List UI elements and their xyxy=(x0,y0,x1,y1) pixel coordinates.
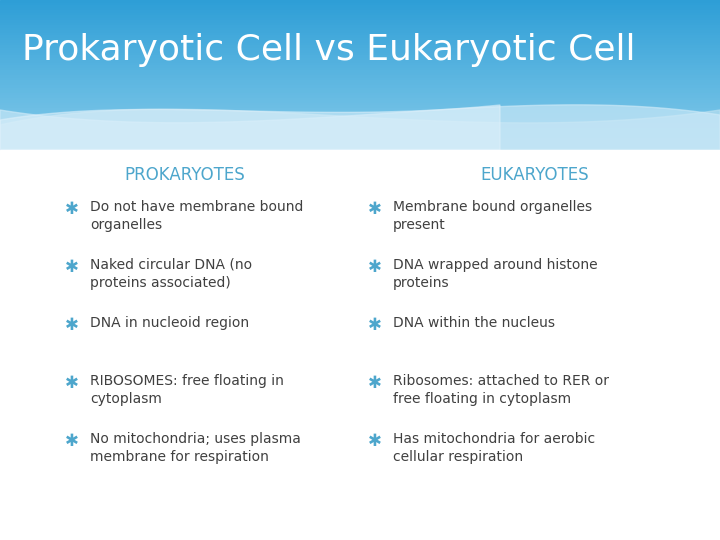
Bar xyxy=(0,37,720,40)
Bar xyxy=(0,70,720,72)
Text: ✱: ✱ xyxy=(368,200,382,218)
Text: PROKARYOTES: PROKARYOTES xyxy=(125,166,246,184)
Bar xyxy=(0,60,720,63)
Bar xyxy=(0,12,720,15)
Bar xyxy=(0,20,720,23)
Text: ✱: ✱ xyxy=(65,200,79,218)
Text: ✱: ✱ xyxy=(65,432,79,450)
Text: ✱: ✱ xyxy=(368,432,382,450)
Bar xyxy=(0,100,720,103)
Polygon shape xyxy=(0,105,500,150)
Bar xyxy=(0,10,720,12)
Bar xyxy=(0,132,720,135)
Text: ✱: ✱ xyxy=(65,316,79,334)
Bar xyxy=(0,35,720,37)
Bar xyxy=(0,75,720,78)
Bar xyxy=(0,90,720,92)
Bar xyxy=(0,150,720,540)
Bar xyxy=(0,85,720,87)
Bar xyxy=(0,107,720,110)
Text: DNA in nucleoid region: DNA in nucleoid region xyxy=(90,316,249,330)
Bar xyxy=(0,125,720,127)
Bar xyxy=(0,110,720,112)
Text: ✱: ✱ xyxy=(65,258,79,276)
Bar xyxy=(0,78,720,80)
Bar xyxy=(0,80,720,83)
Bar xyxy=(0,65,720,68)
Bar xyxy=(0,45,720,48)
Bar xyxy=(0,72,720,75)
Bar xyxy=(0,57,720,60)
Bar xyxy=(0,143,720,145)
Bar xyxy=(0,5,720,8)
Bar xyxy=(0,87,720,90)
Bar xyxy=(0,17,720,20)
Bar xyxy=(0,28,720,30)
Text: RIBOSOMES: free floating in
cytoplasm: RIBOSOMES: free floating in cytoplasm xyxy=(90,374,284,407)
Bar xyxy=(0,83,720,85)
Text: ✱: ✱ xyxy=(368,374,382,392)
Bar xyxy=(0,63,720,65)
Bar xyxy=(0,68,720,70)
Bar xyxy=(0,115,720,118)
Bar xyxy=(0,127,720,130)
Bar xyxy=(0,105,720,107)
Bar xyxy=(0,95,720,98)
Bar xyxy=(0,98,720,100)
Bar xyxy=(0,23,720,25)
Text: Naked circular DNA (no
proteins associated): Naked circular DNA (no proteins associat… xyxy=(90,258,252,291)
Text: ✱: ✱ xyxy=(368,258,382,276)
Bar xyxy=(0,50,720,52)
Bar xyxy=(0,25,720,28)
Bar xyxy=(0,8,720,10)
Text: DNA wrapped around histone
proteins: DNA wrapped around histone proteins xyxy=(393,258,598,291)
Text: Has mitochondria for aerobic
cellular respiration: Has mitochondria for aerobic cellular re… xyxy=(393,432,595,464)
Text: Ribosomes: attached to RER or
free floating in cytoplasm: Ribosomes: attached to RER or free float… xyxy=(393,374,609,407)
Polygon shape xyxy=(0,105,720,150)
Bar xyxy=(0,32,720,35)
Polygon shape xyxy=(0,109,720,150)
Bar xyxy=(0,150,720,540)
Bar xyxy=(0,135,720,138)
Bar xyxy=(0,140,720,143)
Bar xyxy=(0,130,720,132)
Text: ✱: ✱ xyxy=(368,316,382,334)
Bar xyxy=(0,120,720,123)
Bar xyxy=(0,48,720,50)
Bar xyxy=(0,112,720,115)
Bar xyxy=(0,15,720,17)
Bar xyxy=(0,3,720,5)
Bar xyxy=(0,0,720,3)
Text: ✱: ✱ xyxy=(65,374,79,392)
Bar xyxy=(0,52,720,55)
Bar xyxy=(0,118,720,120)
Text: DNA within the nucleus: DNA within the nucleus xyxy=(393,316,555,330)
Bar xyxy=(0,30,720,32)
Bar xyxy=(0,147,720,150)
Bar xyxy=(0,123,720,125)
Bar xyxy=(0,92,720,95)
Text: Membrane bound organelles
present: Membrane bound organelles present xyxy=(393,200,592,232)
Text: No mitochondria; uses plasma
membrane for respiration: No mitochondria; uses plasma membrane fo… xyxy=(90,432,301,464)
Text: Do not have membrane bound
organelles: Do not have membrane bound organelles xyxy=(90,200,303,232)
Text: Prokaryotic Cell vs Eukaryotic Cell: Prokaryotic Cell vs Eukaryotic Cell xyxy=(22,33,636,67)
Bar xyxy=(0,138,720,140)
Bar xyxy=(0,55,720,57)
Bar xyxy=(0,103,720,105)
Bar xyxy=(0,43,720,45)
Bar xyxy=(0,145,720,147)
Text: EUKARYOTES: EUKARYOTES xyxy=(481,166,589,184)
Bar xyxy=(0,40,720,43)
